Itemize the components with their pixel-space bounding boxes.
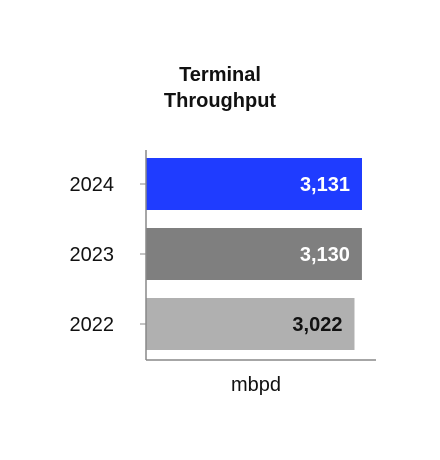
data-label-2024: 3,131 xyxy=(300,174,350,196)
data-label-2022: 3,022 xyxy=(292,314,342,336)
bar-2022 xyxy=(146,298,355,350)
bar-2024 xyxy=(146,158,362,210)
category-label-2022: 2022 xyxy=(70,314,115,336)
chart-title-line1: Terminal xyxy=(179,64,261,86)
x-axis-label: mbpd xyxy=(231,374,281,396)
category-label-2024: 2024 xyxy=(70,174,115,196)
category-label-2023: 2023 xyxy=(70,244,115,266)
chart-title-line2: Throughput xyxy=(163,90,277,112)
chart-title: Terminal Throughput xyxy=(120,62,320,114)
bar-2023 xyxy=(146,228,362,280)
data-label-2023: 3,130 xyxy=(300,244,350,266)
